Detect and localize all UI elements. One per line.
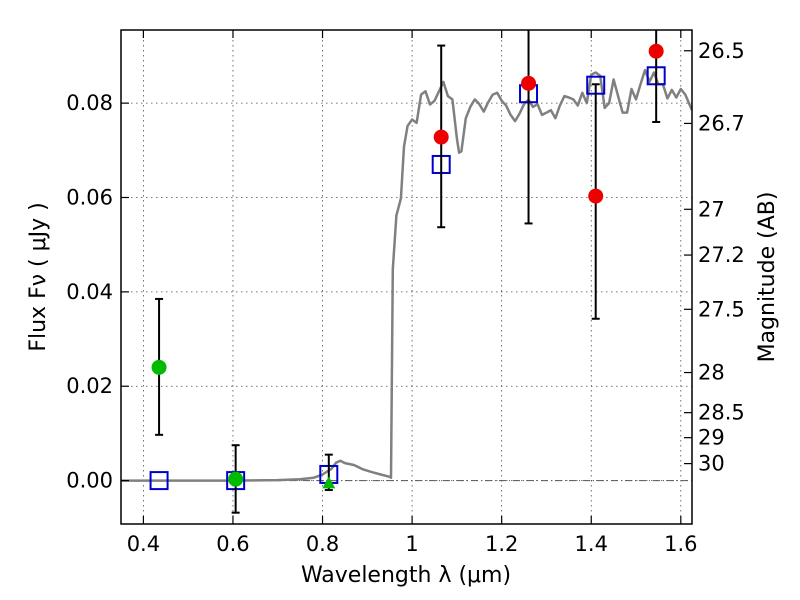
y-tick-label: 0.02 [66,374,113,398]
model-photometry-square [149,471,169,491]
x-tick-label: 0.6 [216,532,249,556]
magnitude-tick-label: 26.7 [698,111,745,135]
magnitude-tick-label: 26.5 [698,39,745,63]
sed-model-layer [121,68,692,482]
photometry-layer [149,30,666,514]
x-tick-label: 1.4 [575,532,608,556]
detection-point [433,129,449,145]
y-tick-label: 0.00 [66,469,113,493]
upper-limit-triangle [322,476,336,489]
x-axis-title: Wavelength λ (μm) [301,563,511,588]
sed-model-line [121,68,692,482]
detection-point [521,75,537,91]
dropout-point [228,471,244,487]
dropout-point [151,359,167,375]
x-tick-label: 0.8 [306,532,339,556]
magnitude-tick-label: 27.2 [698,243,745,267]
detection-point [648,43,664,59]
y-tick-label: 0.06 [66,185,113,209]
x-tick-label: 1 [405,532,418,556]
y-tick-label: 0.04 [66,280,113,304]
detection-point [588,188,604,204]
grid [121,30,692,524]
x-tick-label: 0.4 [127,532,160,556]
magnitude-tick-label: 27 [698,197,725,221]
magnitude-tick-label: 30 [698,452,725,476]
x-tick-label: 1.6 [664,532,697,556]
magnitude-tick-label: 28 [698,361,725,385]
axis-ticks: 0.4 0.6 0.8 1 1.2 1.4 1.6 0.00 0.02 0.04 0.06 0.08 2… [66,30,745,556]
magnitude-tick-label: 27.5 [698,297,745,321]
y-axis-title-right: Magnitude (AB) [755,192,780,363]
plot-frame [120,29,693,525]
y-tick-label: 0.08 [66,91,113,115]
magnitude-tick-label: 29 [698,426,725,450]
x-tick-label: 1.2 [485,532,518,556]
y-axis-title-left: Flux Fν ( μJy ) [26,202,51,351]
magnitude-tick-label: 28.5 [698,401,745,425]
